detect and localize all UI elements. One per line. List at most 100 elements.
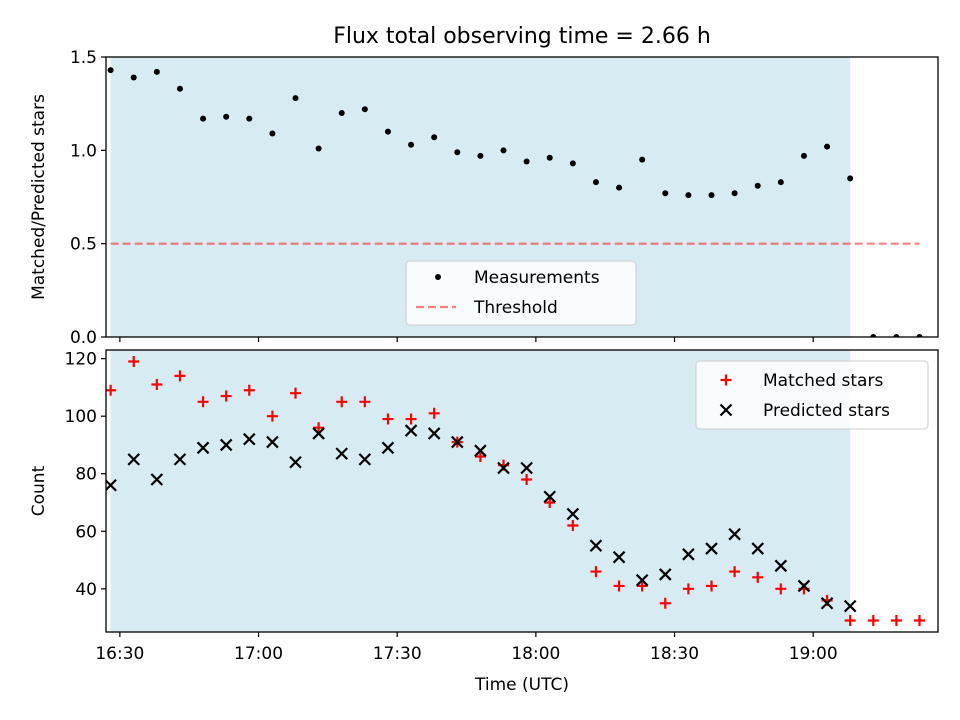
measurement-point <box>870 334 877 337</box>
plot-area <box>107 67 923 337</box>
measurement-point <box>269 130 276 137</box>
legend-box <box>695 360 929 430</box>
measurement-point <box>916 334 923 337</box>
x-axis-label: Time (UTC) <box>474 675 569 695</box>
y-tick-label: 40 <box>75 580 97 600</box>
measurement-point <box>338 110 345 116</box>
matched-star-point <box>706 580 718 592</box>
matched-star-point <box>544 497 556 509</box>
matched-star-point <box>567 520 579 532</box>
predicted-star-point <box>543 490 557 504</box>
matched-star-point <box>752 571 764 583</box>
matched-star-point <box>890 614 902 626</box>
measurement-point <box>431 134 438 141</box>
measurement-point <box>847 175 854 182</box>
legend-label: Matched stars <box>763 371 883 391</box>
predicted-star-point <box>751 542 765 555</box>
measurement-point <box>662 190 669 197</box>
x-tick-label: 17:00 <box>234 644 283 664</box>
predicted-star-point <box>358 453 372 466</box>
predicted-star-point <box>427 427 441 440</box>
plot-area <box>106 356 926 626</box>
y-tick-label: 0.5 <box>70 235 97 255</box>
predicted-star-point <box>451 435 464 449</box>
matched-star-point <box>636 580 648 592</box>
measurement-point <box>130 74 137 81</box>
matched-star-point <box>266 410 278 422</box>
y-tick-label: 100 <box>65 407 97 427</box>
predicted-star-point <box>659 568 672 581</box>
matched-star-point <box>174 370 186 382</box>
matched-star-point <box>382 413 394 425</box>
measurement-point <box>223 113 230 120</box>
measurement-point <box>384 128 391 135</box>
predicted-star-point <box>127 453 141 466</box>
predicted-star-point <box>682 548 695 561</box>
legend-matched-marker <box>720 374 732 386</box>
matched-star-point <box>844 614 856 626</box>
axes-frame <box>105 349 939 633</box>
matched-star-point <box>243 384 255 396</box>
measurement-point <box>107 67 114 74</box>
matched-star-point <box>775 583 787 595</box>
y-tick-label: 1.0 <box>70 141 97 161</box>
bottom-panel: 40 60 80 100 120 16:30 17:00 17:30 18:00 18:30 19:… <box>29 349 939 695</box>
matched-star-point <box>521 473 533 485</box>
matched-star-point <box>729 566 741 578</box>
predicted-star-point <box>497 461 510 475</box>
predicted-star-point <box>335 447 349 460</box>
axes-frame <box>105 56 939 338</box>
chart-title: Flux total observing time = 2.66 h <box>333 24 711 49</box>
predicted-star-point <box>705 542 718 555</box>
matched-star-point <box>474 450 486 462</box>
predicted-star-point <box>150 473 164 486</box>
measurement-point <box>176 85 183 92</box>
y-tick-label: 60 <box>75 522 97 542</box>
y-tick-label: 80 <box>75 465 97 485</box>
predicted-star-point <box>243 432 256 446</box>
y-tick-label: 120 <box>65 350 97 370</box>
measurement-point <box>315 145 322 152</box>
predicted-star-point <box>520 461 533 475</box>
y-axis-label: Matched/Predicted stars <box>29 94 49 300</box>
predicted-star-point <box>173 453 187 466</box>
matched-star-point <box>128 356 140 368</box>
measurement-point <box>153 68 160 75</box>
matched-star-point <box>106 384 117 396</box>
predicted-star-point <box>820 596 834 610</box>
predicted-star-point <box>589 539 603 552</box>
x-tick-label: 17:30 <box>373 644 422 664</box>
measurement-point <box>454 149 461 156</box>
matched-star-point <box>682 583 694 595</box>
measurement-point <box>523 158 530 165</box>
measurement-point <box>777 179 784 186</box>
matched-star-point <box>914 614 926 626</box>
measurement-point <box>200 115 207 122</box>
measurement-point <box>800 152 807 159</box>
measurement-point <box>246 115 253 122</box>
measurement-point <box>569 160 576 167</box>
measurement-point <box>708 192 715 199</box>
matched-star-point <box>613 580 625 592</box>
predicted-star-point <box>404 424 418 437</box>
measurement-point <box>408 141 415 148</box>
measurement-point <box>292 95 299 102</box>
predicted-star-point <box>312 427 325 440</box>
measurement-point <box>500 147 507 154</box>
legend-label: Predicted stars <box>763 401 890 421</box>
matched-star-point <box>428 407 440 419</box>
matched-star-point <box>405 413 417 425</box>
measurement-point <box>731 190 738 197</box>
x-tick-label: 18:30 <box>650 644 699 664</box>
predicted-star-point <box>635 573 649 587</box>
measurement-point <box>592 179 599 186</box>
measurement-point <box>546 154 553 161</box>
measurement-point <box>639 156 646 163</box>
matched-star-point <box>220 390 232 402</box>
measurement-point <box>477 152 484 159</box>
top-panel: 0.0 0.5 1.0 1.5 Matched/Predicted stars Measu… <box>29 48 939 348</box>
legend-label: Threshold <box>473 298 558 318</box>
legend-box <box>405 260 637 326</box>
matched-star-point <box>659 597 671 609</box>
